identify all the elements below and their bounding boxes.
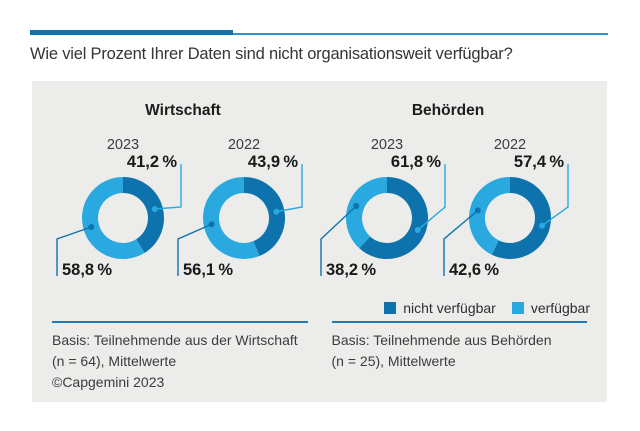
pct-nicht-verfuegbar: 61,8 %: [390, 153, 441, 171]
page-title: Wie viel Prozent Ihrer Daten sind nicht …: [30, 45, 513, 63]
pct-verfuegbar: 38,2 %: [326, 261, 377, 279]
pct-verfuegbar: 58,8 %: [62, 261, 113, 279]
footer-behoerden: Basis: Teilnehmende aus Behörden (n = 25…: [331, 321, 587, 393]
header-rule-light: [30, 33, 608, 35]
legend-label: verfügbar: [530, 300, 590, 316]
donut-chart: [443, 164, 569, 276]
year-label: 2022: [227, 137, 261, 153]
year-label: 2023: [370, 137, 404, 153]
chart-panel: Wirtschaft Behörden 2023 41,2 % 58,8 % 2…: [32, 81, 607, 402]
header-rule-dark: [30, 30, 233, 35]
legend-label: nicht verfügbar: [403, 300, 496, 316]
legend-item-verfuegbar: verfügbar: [511, 300, 590, 316]
section-title-wirtschaft: Wirtschaft: [145, 102, 221, 119]
donut-behoerden-2023: 2023 61,8 % 38,2 %: [317, 133, 457, 293]
year-label: 2023: [106, 137, 140, 153]
legend-swatch-dark-icon: [384, 302, 397, 314]
year-label: 2022: [493, 137, 527, 153]
footer-n-line: (n = 25), Mittelwerte: [331, 353, 456, 369]
footer-basis-line: Basis: Teilnehmende aus Behörden: [331, 332, 552, 348]
pct-verfuegbar: 56,1 %: [183, 261, 234, 279]
footer-basis-line: Basis: Teilnehmende aus der Wirtschaft: [52, 332, 298, 348]
legend-swatch-light-icon: [511, 302, 524, 314]
legend: nicht verfügbar verfügbar: [384, 300, 590, 316]
pct-nicht-verfuegbar: 43,9 %: [247, 153, 298, 171]
pct-nicht-verfuegbar: 41,2 %: [126, 153, 177, 171]
donut-chart: [177, 164, 303, 276]
pct-verfuegbar: 42,6 %: [449, 261, 500, 279]
footer-n-line: (n = 64), Mittelwerte: [52, 353, 177, 369]
donut-chart: [56, 164, 182, 276]
legend-item-nicht-verfuegbar: nicht verfügbar: [384, 300, 496, 316]
footer-copyright-line: ©Capgemini 2023: [52, 374, 165, 390]
donut-wirtschaft-2022: 2022 43,9 % 56,1 %: [174, 133, 314, 293]
donut-chart: [320, 164, 446, 276]
donut-behoerden-2022: 2022 57,4 % 42,6 %: [440, 133, 580, 293]
donut-wirtschaft-2023: 2023 41,2 % 58,8 %: [53, 133, 193, 293]
footer: Basis: Teilnehmende aus der Wirtschaft (…: [52, 321, 587, 393]
pct-nicht-verfuegbar: 57,4 %: [513, 153, 564, 171]
footer-wirtschaft: Basis: Teilnehmende aus der Wirtschaft (…: [52, 321, 308, 393]
section-title-behoerden: Behörden: [411, 102, 485, 119]
